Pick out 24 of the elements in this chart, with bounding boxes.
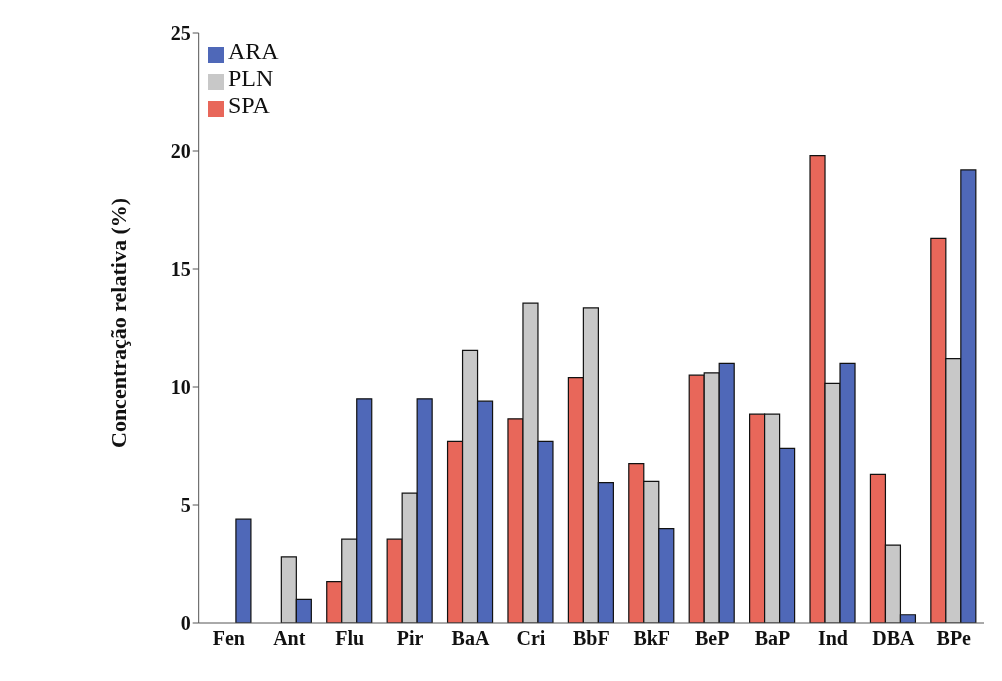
y-tick-label: 10: [170, 376, 191, 399]
x-tick-label: Fen: [212, 627, 245, 650]
x-tick-label: BaA: [451, 627, 490, 650]
legend-label: PLN: [228, 65, 274, 91]
legend-label: SPA: [228, 92, 270, 118]
legend-label: ARA: [228, 38, 279, 64]
x-tick-label: BPe: [936, 627, 972, 650]
x-tick-label: Ind: [817, 627, 848, 650]
x-tick-label: BaP: [754, 627, 791, 650]
y-tick-label: 25: [170, 22, 191, 45]
x-tick-label: Ant: [273, 627, 306, 650]
y-tick-label: 15: [170, 258, 191, 281]
x-tick-label: BbF: [572, 627, 610, 650]
x-tick-label: BeP: [694, 627, 730, 650]
x-tick-label: Cri: [516, 627, 546, 650]
x-tick-label: Flu: [335, 627, 365, 650]
bar: [235, 518, 252, 623]
y-tick-label: 5: [180, 494, 191, 517]
x-tick-label: Pir: [396, 627, 424, 650]
y-axis-title: Concentração relativa (%): [106, 197, 132, 448]
y-tick-label: 20: [170, 140, 191, 163]
x-tick-label: BkF: [633, 627, 671, 650]
y-tick-label: 0: [180, 612, 191, 635]
x-tick-label: DBA: [872, 627, 916, 650]
